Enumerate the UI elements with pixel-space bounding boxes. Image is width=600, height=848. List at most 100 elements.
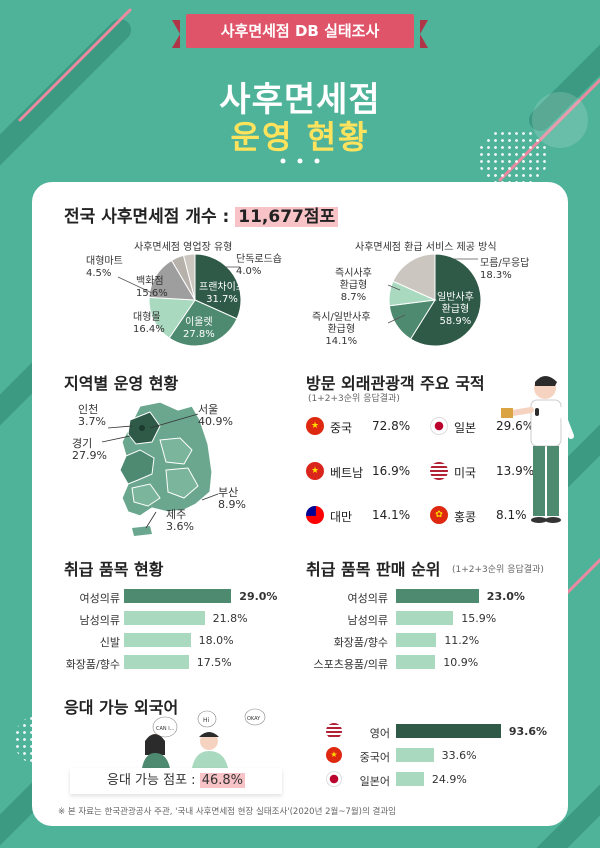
pie-refund-label-general: 일반사후 환급형 58.9% [437,292,474,327]
person-illustration [501,376,574,523]
bar-label: 스포츠용품/의류 [313,658,388,671]
usa-flag-icon [326,723,342,739]
language-label: 영어 [369,727,390,740]
pie-slice-standalone [182,253,196,301]
bar-value: 11.2% [444,634,480,647]
language-value: 93.6% [508,725,547,738]
visitor-country-value: 29.6% [496,419,535,433]
bar [396,633,437,647]
pie-type-label-mall: 대형몰 16.4% [133,312,165,335]
vietnam-flag-icon: ★ [306,462,324,480]
pie-type-label-hyper: 대형마트 4.5% [86,256,123,279]
bar [124,611,205,625]
bar [124,655,189,669]
languages-title: 응대 가능 외국어 [64,698,179,717]
visitor-country-value: 72.8% [372,419,411,433]
region-title: 지역별 운영 현황 [64,374,179,393]
pie-slice-unknown [392,253,436,301]
bar [124,589,232,603]
pie-refund-label-other: 모름/무응답 18.3% [480,258,530,281]
bar-label: 남성의류 [79,614,120,627]
speech-bubble-text: Hi [203,717,210,724]
visitor-country-name: 대만 [330,510,353,524]
pie-type-label-dept: 백화점 15.6% [136,276,168,299]
title-line-2: 운영 현황 [230,118,370,156]
japan-flag-icon [326,771,342,787]
language-value: 24.9% [431,773,467,786]
sales-title: 취급 품목 판매 순위 [306,560,441,579]
bar-label: 화장품/향수 [65,658,120,671]
visitors-title: 방문 외래관광객 주요 국적 [306,374,485,393]
bar-label: 여성의류 [347,592,388,605]
bar-label: 여성의류 [79,592,120,605]
visitor-country-name: 미국 [454,466,477,480]
total-heading: 전국 사후면세점 개수 : 11,677점포 [64,202,339,227]
visitor-country-name: 홍콩 [454,510,477,524]
taiwan-flag-icon [306,506,324,524]
visitor-country-name: 중국 [330,421,353,435]
bar-value: 15.9% [461,612,497,625]
language-stores-box: 응대 가능 점포 : 46.8% [70,768,282,794]
bar-label: 화장품/향수 [333,636,388,649]
people-talking-illustration: CAN I... Hi OKAY [141,708,266,775]
region-label-busan: 부산 8.9% [218,486,246,511]
pie-refund-label-both: 즉시/일반사후 환급형 14.1% [312,312,371,347]
china-flag-icon: ★ [306,417,324,435]
bar-label: 신발 [99,636,120,649]
bar-label: 남성의류 [347,614,388,627]
visitor-country-value: 8.1% [496,508,527,522]
pie-slice-outlet [168,299,238,347]
pie-refund-title: 사후면세점 환급 서비스 제공 방식 [355,242,497,253]
visitors-note: (1+2+3순위 응답결과) [308,394,400,404]
pie-type-label-standalone: 단독로드숍 4.0% [236,254,282,277]
bar [396,655,436,669]
total-label: 전국 사후면세점 개수 : [64,207,230,227]
language-value: 33.6% [441,749,477,762]
visitor-country-value: 14.1% [372,508,411,522]
pie-type-label-franchise: 프랜차이즈 31.7% [199,282,245,305]
language-stores-value: 46.8% [199,773,245,788]
visitor-country-value: 13.9% [496,464,535,478]
pie-type-chart [117,253,242,347]
pie-refund-label-instant: 즉시사후 환급형 8.7% [335,268,372,303]
pie-type-title: 사후면세점 영업장 유형 [134,242,233,253]
pie-slice-franchise [194,253,242,320]
visitor-country-name: 베트남 [330,466,364,480]
bar-value: 17.5% [196,656,232,669]
bar-value: 18.0% [198,634,234,647]
speech-bubble-text: CAN I... [156,726,175,732]
region-label-gyeonggi: 경기 27.9% [72,437,107,462]
language-bar [396,748,434,762]
region-label-jeju: 제주 3.6% [166,508,194,533]
language-label: 일본어 [359,775,390,788]
region-label-incheon: 인천 3.7% [78,403,106,428]
total-value: 11,677점포 [235,207,339,227]
dot-pattern [478,130,548,185]
bar [124,633,191,647]
language-label: 중국어 [359,751,390,764]
speech-bubble-text: OKAY [247,716,261,722]
language-bar [396,772,424,786]
bar-value: 29.0% [239,590,278,603]
sales-note: (1+2+3순위 응답결과) [452,565,544,575]
visitor-country-value: 16.9% [372,464,411,478]
language-stores-label: 응대 가능 점포 : [107,773,196,788]
goods-title: 취급 품목 현황 [64,560,164,579]
pie-refund-chart [387,253,482,347]
bar-value: 10.9% [443,656,479,669]
bar [396,589,479,603]
hongkong-flag-icon: ✿ [430,506,448,524]
visitor-country-name: 일본 [454,421,477,435]
korea-map [101,401,219,536]
pie-type-label-mart: 이울렛 27.8% [183,317,215,340]
bar [396,611,454,625]
pie-slice-mall [148,296,196,339]
title-line-1: 사후면세점 [219,80,381,120]
bar-value: 21.8% [212,612,248,625]
footnote: ※ 본 자료는 한국관광공사 주관, '국내 사후면세점 현장 실태조사'(20… [58,807,396,817]
header-ribbon: 사후면세점 DB 실태조사 [172,14,428,48]
japan-flag-icon [430,417,448,435]
region-label-seoul: 서울 40.9% [198,403,233,428]
